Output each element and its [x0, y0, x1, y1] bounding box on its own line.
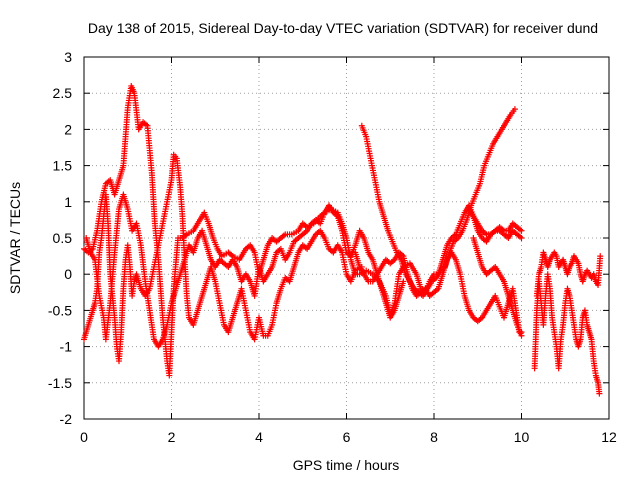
y-tick-labels: -2 -1.5 -1 -0.5 0 0.5 1 1.5 2 2.5 3 [48, 49, 72, 427]
data-point [511, 106, 518, 113]
y-tick-label: 2.5 [53, 85, 73, 101]
y-tick-label: -1 [60, 339, 73, 355]
series-track-H [533, 249, 604, 299]
y-tick-label: 1.5 [53, 158, 73, 174]
y-tick-label: 2 [64, 121, 72, 137]
x-tick-label: 6 [343, 429, 351, 445]
series-track-B [81, 151, 365, 365]
series-track-G [531, 271, 603, 397]
series-track-F [466, 206, 525, 339]
series-track-A [81, 82, 525, 379]
y-tick-label: 0.5 [53, 230, 73, 246]
series-track-C [83, 191, 407, 350]
axis-ticks [83, 56, 610, 420]
x-tick-label: 0 [80, 429, 88, 445]
chart-title: Day 138 of 2015, Sidereal Day-to-day VTE… [88, 20, 598, 36]
x-tick-label: 4 [255, 429, 263, 445]
x-axis-label: GPS time / hours [293, 457, 400, 473]
y-tick-label: 3 [64, 49, 72, 65]
y-tick-label: -2 [60, 411, 73, 427]
x-tick-label: 12 [601, 429, 617, 445]
y-axis-label: SDTVAR / TECUs [7, 182, 23, 294]
data-point [597, 253, 604, 260]
x-tick-label: 2 [168, 429, 176, 445]
series-track-E [352, 249, 525, 336]
data-point [400, 278, 407, 285]
y-tick-label: 0 [64, 266, 72, 282]
x-tick-label: 10 [514, 429, 530, 445]
x-tick-label: 8 [430, 429, 438, 445]
data-point [518, 235, 525, 241]
y-tick-label: -1.5 [48, 375, 72, 391]
y-tick-label: 1 [64, 194, 72, 210]
data-point [596, 390, 603, 397]
data-point [518, 332, 525, 339]
data-points [81, 82, 604, 397]
y-tick-label: -0.5 [48, 302, 72, 318]
data-point [518, 227, 525, 234]
x-tick-labels: 0 2 4 6 8 10 12 [80, 429, 617, 445]
